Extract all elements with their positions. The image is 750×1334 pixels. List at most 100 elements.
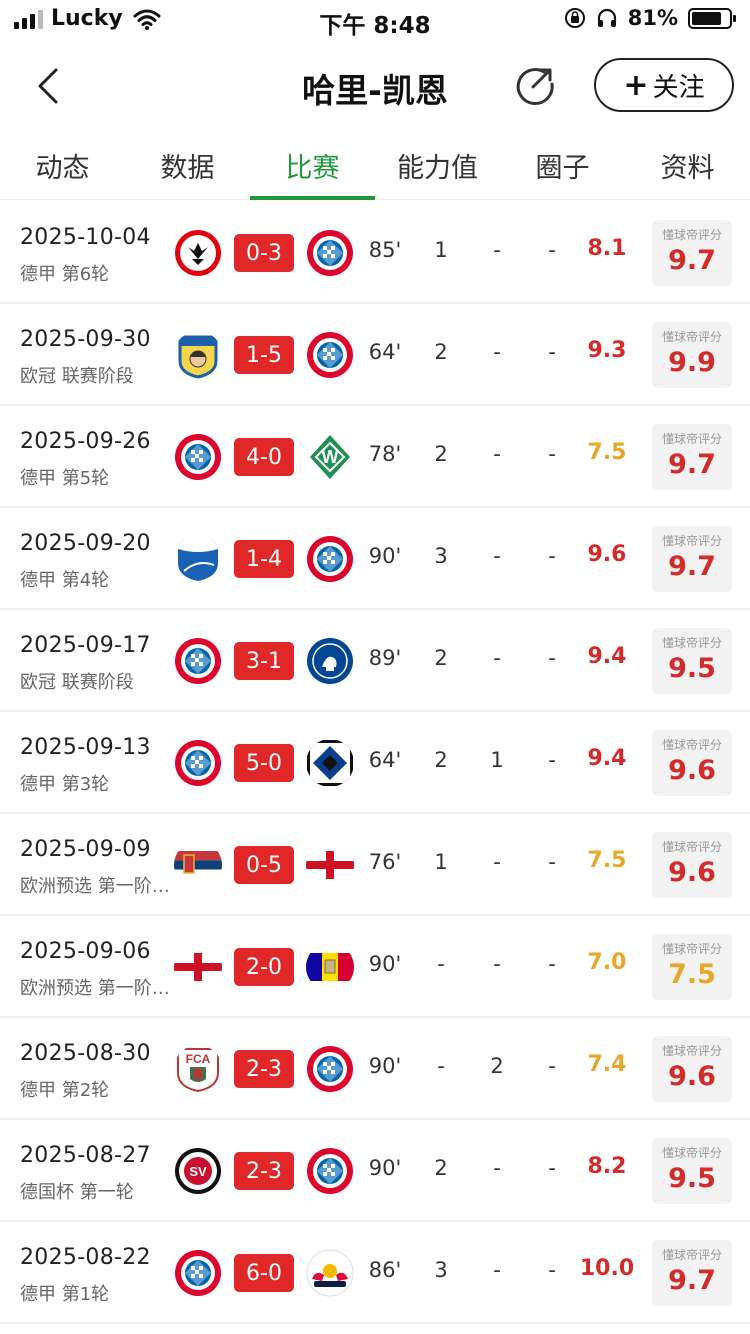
bayern-munich-crest-icon bbox=[174, 1249, 222, 1297]
battery-icon bbox=[688, 7, 736, 29]
match-row[interactable]: 2025-08-27 德国杯 第一轮 SV 2-3 90' 2 - - 8.2 … bbox=[0, 1120, 750, 1222]
share-button[interactable] bbox=[514, 64, 556, 106]
assists: - bbox=[493, 1258, 501, 1282]
goals: - bbox=[437, 1054, 445, 1078]
minutes-played: 90' bbox=[368, 1054, 402, 1078]
bayern-munich-crest-icon bbox=[174, 739, 222, 787]
match-row[interactable]: 2025-08-30 德甲 第2轮 FCA 2-3 90' - 2 - 7.4 … bbox=[0, 1018, 750, 1120]
england-crest-icon bbox=[174, 943, 222, 991]
bayern-munich-crest-icon bbox=[174, 433, 222, 481]
dqd-rating-label: 懂球帝评分 bbox=[661, 432, 722, 446]
assists: - bbox=[493, 544, 501, 568]
cards: - bbox=[548, 850, 556, 874]
assists: - bbox=[493, 850, 501, 874]
match-row[interactable]: 2025-09-17 欧冠 联赛阶段 3-1 89' 2 - - 9.4 懂球帝… bbox=[0, 610, 750, 712]
goals: - bbox=[437, 952, 445, 976]
match-competition: 德甲 第3轮 bbox=[20, 774, 110, 795]
match-date: 2025-08-27 bbox=[20, 1143, 151, 1168]
minutes-played: 78' bbox=[368, 442, 402, 466]
chelsea-crest-icon bbox=[306, 637, 354, 685]
goals: 2 bbox=[434, 340, 448, 364]
bayern-munich-crest-icon bbox=[306, 1147, 354, 1195]
dqd-rating-badge: 懂球帝评分 9.6 bbox=[652, 832, 732, 898]
match-date: 2025-08-30 bbox=[20, 1041, 151, 1066]
match-competition: 欧洲预选 第一阶… bbox=[20, 978, 170, 999]
dqd-rating-badge: 懂球帝评分 9.6 bbox=[652, 1036, 732, 1102]
chevron-left-icon bbox=[38, 68, 58, 104]
minutes-played: 90' bbox=[368, 952, 402, 976]
carrier-name: Lucky bbox=[51, 6, 123, 31]
assists: 1 bbox=[490, 748, 504, 772]
minutes-played: 76' bbox=[368, 850, 402, 874]
tab-data[interactable]: 数据 bbox=[160, 152, 215, 184]
headphones-icon bbox=[597, 8, 616, 27]
goals: 2 bbox=[434, 1156, 448, 1180]
follow-button[interactable]: + 关注 bbox=[594, 58, 734, 112]
rb-leipzig-crest-icon bbox=[306, 1249, 354, 1297]
bayern-munich-crest-icon bbox=[306, 331, 354, 379]
minutes-played: 86' bbox=[368, 1258, 402, 1282]
bayern-munich-crest-icon bbox=[306, 1045, 354, 1093]
dqd-rating-value: 9.7 bbox=[668, 1265, 716, 1296]
dqd-rating-label: 懂球帝评分 bbox=[661, 738, 722, 752]
dqd-rating-badge: 懂球帝评分 9.7 bbox=[652, 1240, 732, 1306]
match-score: 2-0 bbox=[234, 948, 294, 986]
status-left: Lucky bbox=[14, 6, 161, 31]
assists: - bbox=[493, 442, 501, 466]
dqd-rating-label: 懂球帝评分 bbox=[661, 330, 722, 344]
match-competition: 德国杯 第一轮 bbox=[20, 1182, 134, 1203]
match-row[interactable]: 2025-08-22 德甲 第1轮 6-0 86' 3 - - 10.0 懂球帝… bbox=[0, 1222, 750, 1324]
match-row[interactable]: 2025-09-13 德甲 第3轮 5-0 64' 2 1 - 9.4 懂球帝评… bbox=[0, 712, 750, 814]
dqd-rating-badge: 懂球帝评分 9.7 bbox=[652, 526, 732, 592]
match-row[interactable]: 2025-09-06 欧洲预选 第一阶… 2-0 90' - - - 7.0 懂… bbox=[0, 916, 750, 1018]
match-date: 2025-08-22 bbox=[20, 1245, 151, 1270]
match-date: 2025-09-09 bbox=[20, 837, 151, 862]
match-score: 5-0 bbox=[234, 744, 294, 782]
hamburger-sv-crest-icon bbox=[306, 739, 354, 787]
cards: - bbox=[548, 442, 556, 466]
cards: - bbox=[548, 544, 556, 568]
match-row[interactable]: 2025-09-09 欧洲预选 第一阶… 0-5 76' 1 - - 7.5 懂… bbox=[0, 814, 750, 916]
cards: - bbox=[548, 952, 556, 976]
england-crest-icon bbox=[306, 841, 354, 889]
match-score: 0-5 bbox=[234, 846, 294, 884]
bayern-munich-crest-icon bbox=[306, 535, 354, 583]
match-score: 1-4 bbox=[234, 540, 294, 578]
match-rating: 7.5 bbox=[587, 440, 627, 465]
minutes-played: 64' bbox=[368, 748, 402, 772]
match-rating: 7.5 bbox=[587, 848, 627, 873]
tab-profile[interactable]: 资料 bbox=[660, 152, 715, 184]
goals: 2 bbox=[434, 646, 448, 670]
dqd-rating-label: 懂球帝评分 bbox=[661, 228, 722, 242]
match-date: 2025-09-06 bbox=[20, 939, 151, 964]
dqd-rating-badge: 懂球帝评分 9.5 bbox=[652, 628, 732, 694]
match-score: 2-3 bbox=[234, 1152, 294, 1190]
cards: - bbox=[548, 1054, 556, 1078]
match-date: 2025-09-20 bbox=[20, 531, 151, 556]
serbia-crest-icon bbox=[174, 841, 222, 889]
match-row[interactable]: 2025-09-20 德甲 第4轮 1-4 90' 3 - - 9.6 懂球帝评… bbox=[0, 508, 750, 610]
tab-matches[interactable]: 比赛 bbox=[250, 130, 375, 200]
match-rating: 8.1 bbox=[587, 236, 627, 261]
augsburg-crest-icon: FCA bbox=[174, 1045, 222, 1093]
tab-dynamics[interactable]: 动态 bbox=[35, 152, 90, 184]
match-score: 6-0 bbox=[234, 1254, 294, 1292]
battery-percent: 81% bbox=[627, 6, 678, 30]
tab-ability[interactable]: 能力值 bbox=[397, 152, 478, 184]
status-bar: Lucky 下午 8:48 81% bbox=[0, 0, 750, 42]
match-row[interactable]: 2025-09-30 欧冠 联赛阶段 1-5 64' 2 - - 9.3 懂球帝… bbox=[0, 304, 750, 406]
back-button[interactable] bbox=[28, 64, 68, 108]
dqd-rating-value: 9.6 bbox=[668, 857, 716, 888]
match-row[interactable]: 2025-10-04 德甲 第6轮 0-3 85' 1 - - 8.1 懂球帝评… bbox=[0, 202, 750, 304]
dqd-rating-value: 9.7 bbox=[668, 245, 716, 276]
match-row[interactable]: 2025-09-26 德甲 第5轮 4-0 W 78' 2 - - 7.5 懂球… bbox=[0, 406, 750, 508]
match-score: 3-1 bbox=[234, 642, 294, 680]
match-rating: 9.4 bbox=[587, 644, 627, 669]
cards: - bbox=[548, 748, 556, 772]
dqd-rating-value: 9.5 bbox=[668, 1163, 716, 1194]
tab-circle[interactable]: 圈子 bbox=[535, 152, 590, 184]
dqd-rating-value: 9.7 bbox=[668, 449, 716, 480]
bayern-munich-crest-icon bbox=[306, 229, 354, 277]
match-competition: 欧冠 联赛阶段 bbox=[20, 672, 134, 693]
battery-fill bbox=[692, 11, 722, 25]
